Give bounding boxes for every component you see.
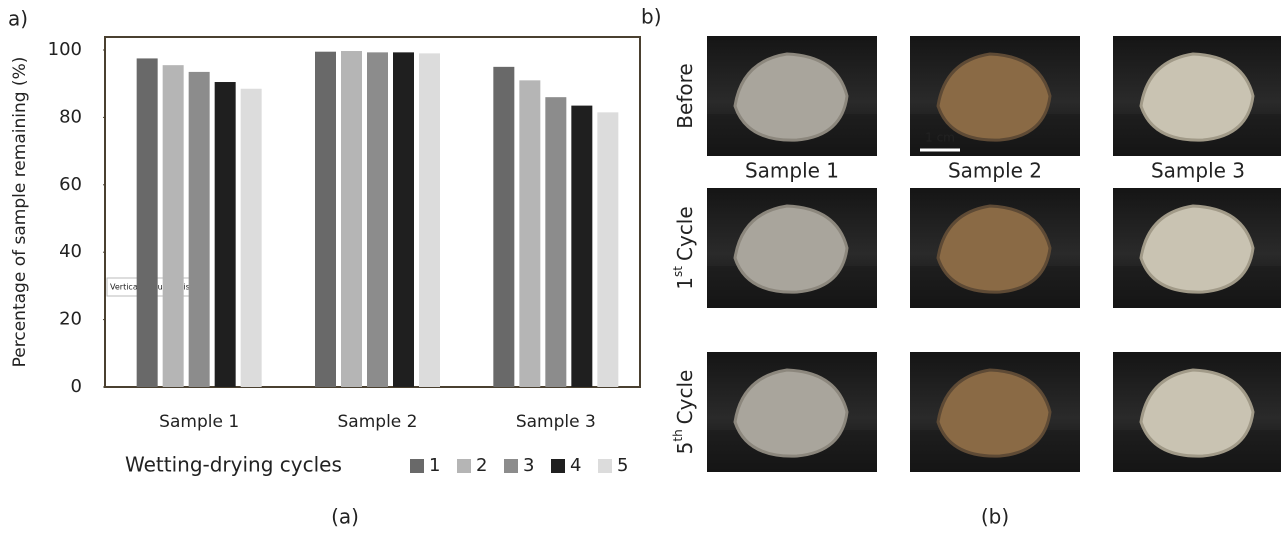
bar — [240, 88, 262, 387]
row-label: 5th Cycle — [671, 370, 697, 455]
bar — [493, 66, 515, 387]
legend-label: 2 — [476, 455, 487, 476]
y-tick-label: 20 — [59, 309, 82, 330]
legend-label: 4 — [570, 455, 581, 476]
legend-label: 1 — [429, 455, 440, 476]
legend-swatch — [457, 459, 471, 473]
legend-swatch — [551, 459, 565, 473]
legend-label: 5 — [617, 455, 628, 476]
row-label-label: Before — [673, 63, 697, 128]
y-tick-label: 60 — [59, 174, 82, 195]
row-label-num: 1 — [673, 277, 697, 290]
column-label: Sample 3 — [1151, 159, 1245, 183]
x-tick-label: Sample 1 — [159, 412, 239, 432]
row-label: Before — [673, 63, 697, 128]
legend-title: Wetting-drying cycles — [125, 453, 342, 477]
rock — [936, 368, 1052, 458]
column-label: Sample 1 — [745, 159, 839, 183]
legend-swatch — [410, 459, 424, 473]
caption: (a) — [331, 505, 359, 529]
legend-swatch — [598, 459, 612, 473]
caption: (b) — [981, 505, 1009, 529]
bar — [571, 105, 593, 387]
row-label-sup: st — [671, 266, 685, 277]
y-tick-label: 100 — [48, 39, 82, 60]
rock — [936, 52, 1052, 142]
y-axis-label: Percentage of sample remaining (%) — [10, 57, 30, 368]
bar — [188, 71, 210, 387]
rock — [733, 204, 849, 294]
rock — [1139, 368, 1255, 458]
bar — [315, 51, 336, 388]
x-tick-label: Sample 2 — [338, 412, 418, 432]
row-label: 1st Cycle — [671, 206, 697, 289]
bar — [214, 82, 236, 387]
rock — [733, 52, 849, 142]
row-label-num: 5 — [673, 442, 697, 455]
rock — [1139, 52, 1255, 142]
rock — [733, 368, 849, 458]
bar — [136, 58, 158, 388]
bar — [519, 80, 541, 387]
bar — [597, 112, 619, 387]
column-label: Sample 2 — [948, 159, 1042, 183]
bar — [162, 65, 184, 387]
bar — [393, 52, 414, 387]
x-tick-label: Sample 3 — [516, 412, 596, 432]
legend-swatch — [504, 459, 518, 473]
rock — [936, 204, 1052, 294]
bar — [545, 97, 567, 388]
bar — [367, 52, 388, 387]
row-label-sup: th — [671, 429, 685, 441]
y-tick-label: 0 — [71, 376, 82, 397]
panel-label: b) — [641, 5, 662, 29]
bar — [341, 51, 362, 388]
legend-label: 3 — [523, 455, 534, 476]
panel-label: a) — [8, 7, 28, 31]
y-tick-label: 80 — [59, 106, 82, 127]
row-label-label: Cycle — [673, 370, 697, 425]
row-label-label: Cycle — [673, 206, 697, 261]
photo-grid: 1 cm Sample 1 Sample 2 Sample 3 Before 1st Cyc… — [671, 36, 1281, 472]
y-tick-label: 40 — [59, 241, 82, 262]
scale-bar-label: 1 cm — [925, 131, 955, 145]
rock — [1139, 204, 1255, 294]
bar — [419, 53, 440, 388]
